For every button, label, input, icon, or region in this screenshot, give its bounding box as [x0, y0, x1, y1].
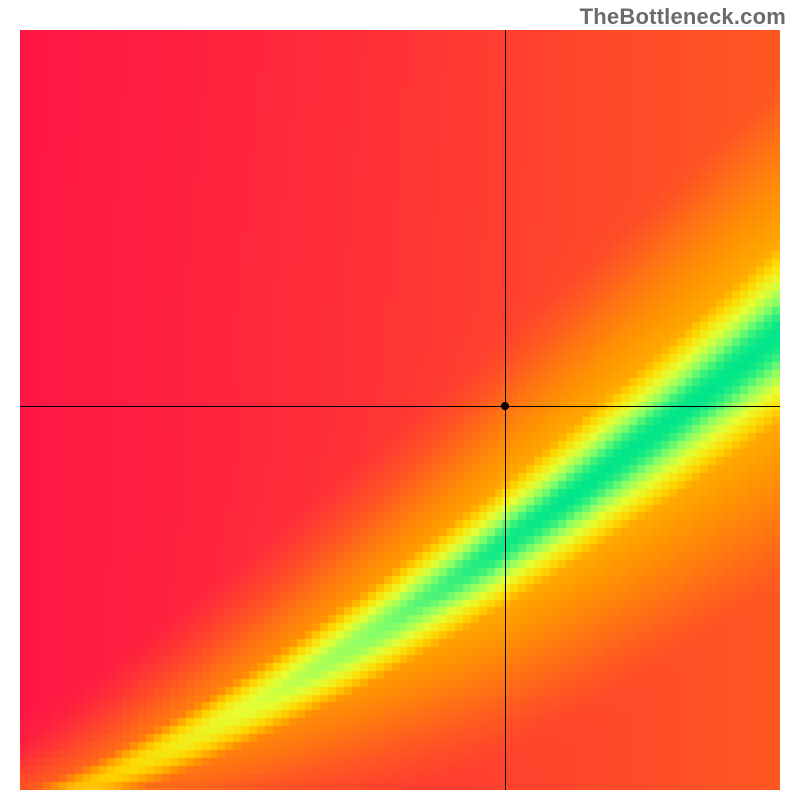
heatmap-canvas: [20, 30, 780, 790]
container: TheBottleneck.com: [0, 0, 800, 800]
watermark-text: TheBottleneck.com: [580, 4, 786, 30]
heatmap-plot: [20, 30, 780, 790]
